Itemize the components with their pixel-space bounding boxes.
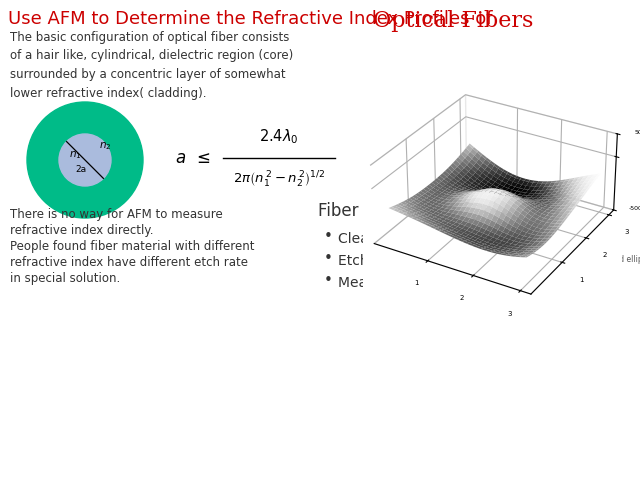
Text: in special solution.: in special solution. [10, 272, 120, 285]
Text: There is no way for AFM to measure: There is no way for AFM to measure [10, 208, 223, 221]
Text: •: • [324, 229, 333, 244]
Text: 2a: 2a [76, 166, 86, 175]
Text: •: • [324, 251, 333, 266]
Text: Optical Fibers: Optical Fibers [373, 10, 533, 32]
Text: People found fiber material with different: People found fiber material with differe… [10, 240, 255, 253]
Text: •: • [324, 273, 333, 288]
Circle shape [27, 102, 143, 218]
Text: Etched with 5% HF solution: Etched with 5% HF solution [338, 254, 528, 268]
Text: $2\pi\left(n_1^{\,2} - n_2^{\,2}\right)^{1/2}$: $2\pi\left(n_1^{\,2} - n_2^{\,2}\right)^… [233, 170, 325, 190]
Text: Cleaved and mounted in holder: Cleaved and mounted in holder [338, 232, 557, 246]
Text: Fiber samples were: Fiber samples were [318, 202, 479, 220]
Text: Measured with AFM: Measured with AFM [338, 276, 474, 290]
Text: FIG. 3.  Typical AFM topography scan of the endface of an etched elliptical
core: FIG. 3. Typical AFM topography scan of t… [375, 255, 640, 276]
Circle shape [59, 134, 111, 186]
Text: $\leq$: $\leq$ [193, 149, 211, 167]
Text: $a$: $a$ [175, 149, 186, 167]
Text: $n_1$: $n_1$ [68, 149, 81, 161]
Text: $2.4\lambda_0$: $2.4\lambda_0$ [259, 127, 299, 146]
Text: The basic configuration of optical fiber consists
of a hair like, cylindrical, d: The basic configuration of optical fiber… [10, 31, 293, 99]
Text: $n_2$: $n_2$ [99, 140, 111, 152]
Text: refractive index directly.: refractive index directly. [10, 224, 154, 237]
Text: Use AFM to Determine the Refractive Index Profiles of: Use AFM to Determine the Refractive Inde… [8, 10, 499, 28]
Text: refractive index have different etch rate: refractive index have different etch rat… [10, 256, 248, 269]
